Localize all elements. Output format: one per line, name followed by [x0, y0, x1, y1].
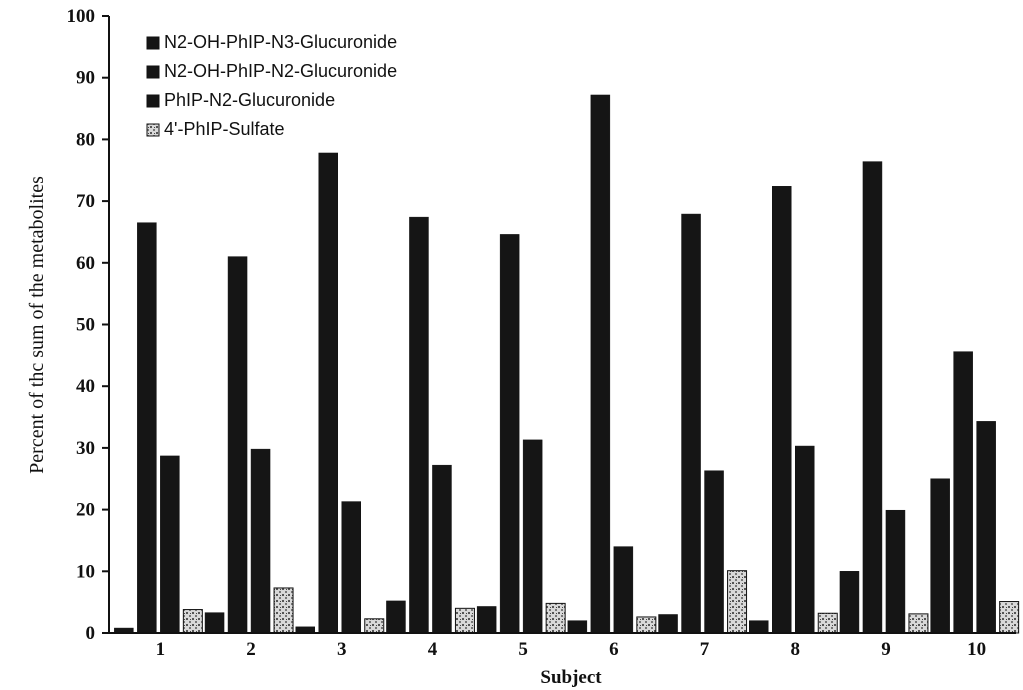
- bar-1-subject-6: [567, 620, 588, 634]
- legend-swatch: [146, 65, 160, 79]
- y-tick-label: 20: [76, 500, 95, 521]
- bar-1-subject-4: [386, 600, 406, 634]
- bar-2-subject-6: [590, 94, 611, 634]
- bar-2-subject-8: [772, 186, 792, 634]
- bar-2-subject-10: [953, 351, 973, 634]
- y-tick-label: 30: [76, 438, 95, 459]
- y-tick-label: 70: [76, 191, 95, 212]
- bar-3-subject-2: [250, 448, 271, 634]
- bar-3-subject-1: [160, 455, 180, 634]
- y-tick-label: 40: [76, 376, 95, 397]
- bar-2-subject-1: [137, 222, 157, 634]
- x-tick-label: 4: [428, 639, 438, 660]
- legend: N2-OH-PhIP-N3-Glucuronide N2-OH-PhIP-N2-G…: [146, 32, 397, 139]
- legend-label: 4'-PhIP-Sulfate: [164, 119, 285, 139]
- bar-1-subject-10: [930, 478, 950, 634]
- x-tick-label: 6: [609, 639, 619, 660]
- bar-3-subject-6: [613, 546, 634, 634]
- legend-swatch: [146, 94, 160, 108]
- y-tick-label: 80: [76, 129, 95, 150]
- bar-1-subject-2: [204, 612, 225, 634]
- bar-1-subject-5: [476, 606, 497, 634]
- x-axis-label: Subject: [540, 667, 602, 688]
- bar-4-subject-4: [454, 607, 475, 634]
- y-axis-label: Percent of thc sum of the metabolites: [26, 176, 48, 474]
- bar-4-subject-9: [908, 613, 929, 634]
- bar-3-subject-3: [341, 501, 361, 634]
- x-tick-label: 8: [791, 639, 801, 660]
- bar-1-subject-9: [839, 571, 860, 634]
- bar-4-subject-2: [273, 587, 294, 634]
- bar-4-subject-10: [999, 601, 1020, 634]
- legend-swatch: [146, 123, 160, 137]
- x-tick-label: 3: [337, 639, 347, 660]
- y-axis-ticks: 0 10 20 30 40 50 60 70 80 90 100: [67, 6, 109, 644]
- bar-2-subject-4: [409, 216, 429, 634]
- bar-3-subject-4: [432, 464, 452, 634]
- bar-1-subject-7: [658, 614, 678, 634]
- bar-2-subject-7: [681, 213, 701, 634]
- bar-2-subject-9: [862, 161, 883, 634]
- bar-4-subject-6: [636, 616, 657, 634]
- bar-2-subject-2: [227, 256, 248, 634]
- y-tick-label: 0: [86, 623, 96, 644]
- bar-3-subject-9: [885, 509, 906, 634]
- bar-3-subject-7: [704, 470, 724, 634]
- y-tick-label: 50: [76, 315, 95, 336]
- legend-label: PhIP-N2-Glucuronide: [164, 90, 335, 110]
- x-tick-label: 2: [246, 639, 256, 660]
- legend-label: N2-OH-PhIP-N2-Glucuronide: [164, 61, 397, 81]
- bar-4-subject-8: [817, 612, 838, 634]
- y-tick-label: 60: [76, 253, 95, 274]
- x-tick-label: 10: [967, 639, 986, 660]
- bar-3-subject-8: [795, 445, 815, 634]
- x-tick-label: 1: [156, 639, 166, 660]
- y-tick-label: 90: [76, 68, 95, 89]
- y-tick-label: 10: [76, 561, 95, 582]
- bar-4-subject-1: [182, 609, 203, 634]
- x-tick-label: 9: [881, 639, 891, 660]
- bar-2-subject-3: [318, 152, 338, 634]
- bar-4-subject-7: [727, 570, 748, 634]
- legend-label: N2-OH-PhIP-N3-Glucuronide: [164, 32, 397, 52]
- bars: [114, 94, 1020, 634]
- legend-swatch: [146, 36, 160, 50]
- bar-1-subject-8: [749, 620, 769, 634]
- x-axis-ticks: 1 2 3 4 5 6 7 8 9 10: [156, 639, 987, 660]
- x-tick-label: 5: [518, 639, 528, 660]
- bar-3-subject-5: [522, 439, 543, 634]
- bar-3-subject-10: [976, 421, 996, 634]
- bar-4-subject-3: [364, 618, 385, 634]
- bar-4-subject-5: [545, 602, 566, 634]
- x-tick-label: 7: [700, 639, 710, 660]
- bar-2-subject-5: [499, 234, 520, 634]
- y-tick-label: 100: [67, 6, 96, 27]
